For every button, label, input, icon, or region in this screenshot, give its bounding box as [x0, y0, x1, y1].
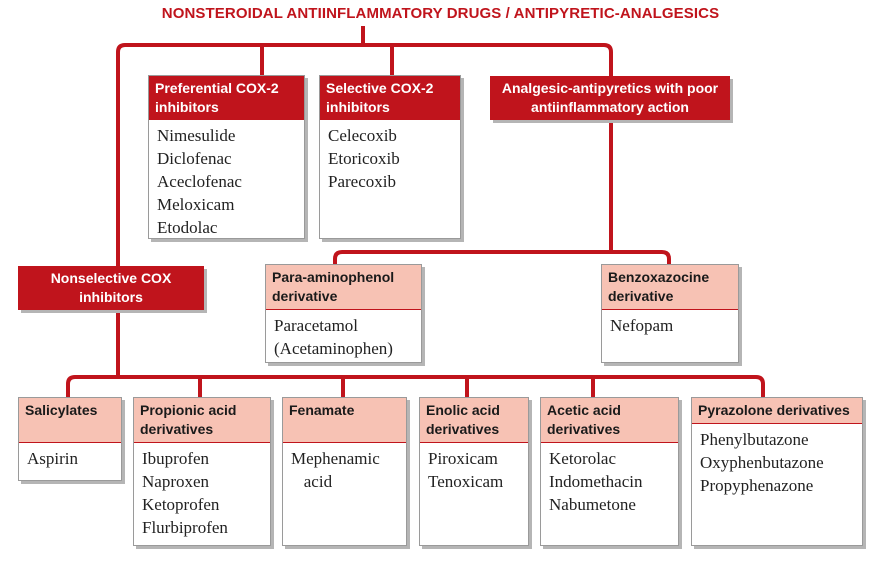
drug-item: Ketoprofen: [142, 495, 220, 514]
propionic-acid-header: Propionic acid derivatives: [134, 398, 270, 443]
drug-item: acid: [291, 472, 333, 491]
para-aminophenol-list: Paracetamol (Acetaminophen): [266, 310, 421, 365]
propionic-acid-list: Ibuprofen Naproxen Ketoprofen Flurbiprof…: [134, 443, 270, 544]
enolic-acid-group: Enolic acid derivatives Piroxicam Tenoxi…: [419, 397, 529, 546]
analgesic-antipyretics-header: Analgesic-antipyretics with poor antiinf…: [490, 76, 730, 120]
drug-item: Mephenamic: [291, 449, 380, 468]
drug-item: Tenoxicam: [428, 472, 504, 491]
pyrazolone-list: Phenylbutazone Oxyphenbutazone Propyphen…: [692, 424, 862, 502]
salicylates-header: Salicylates: [19, 398, 121, 443]
preferential-cox2-group: Preferential COX-2 inhibitors Nimesulide…: [148, 75, 305, 239]
drug-item: Aceclofenac: [157, 172, 242, 191]
diagram-title: NONSTEROIDAL ANTIINFLAMMATORY DRUGS / AN…: [161, 5, 720, 22]
drug-item: Oxyphenbutazone: [700, 453, 824, 472]
para-aminophenol-header: Para-aminophenol derivative: [266, 265, 421, 310]
drug-item: Etodolac: [157, 218, 218, 237]
drug-item: Paracetamol: [274, 316, 359, 335]
salicylates-list: Aspirin: [19, 443, 121, 475]
acetic-acid-group: Acetic acid derivatives Ketorolac Indome…: [540, 397, 679, 546]
selective-cox2-group: Selective COX-2 inhibitors Celecoxib Eto…: [319, 75, 461, 239]
preferential-cox2-header: Preferential COX-2 inhibitors: [149, 76, 304, 120]
drug-item: Nabumetone: [549, 495, 636, 514]
drug-item: Naproxen: [142, 472, 210, 491]
acetic-acid-header: Acetic acid derivatives: [541, 398, 678, 443]
drug-item: Etoricoxib: [328, 149, 400, 168]
drug-item: Diclofenac: [157, 149, 232, 168]
drug-item: Nimesulide: [157, 126, 236, 145]
preferential-cox2-list: Nimesulide Diclofenac Aceclofenac Meloxi…: [149, 120, 304, 244]
benzoxazocine-header: Benzoxazocine derivative: [602, 265, 738, 310]
pyrazolone-group: Pyrazolone derivatives Phenylbutazone Ox…: [691, 397, 863, 546]
drug-item: Meloxicam: [157, 195, 235, 214]
drug-item: Celecoxib: [328, 126, 397, 145]
salicylates-group: Salicylates Aspirin: [18, 397, 122, 481]
fenamate-group: Fenamate Mephenamic acid: [282, 397, 407, 546]
drug-item: Piroxicam: [428, 449, 498, 468]
para-aminophenol-group: Para-aminophenol derivative Paracetamol …: [265, 264, 422, 363]
drug-item: Ibuprofen: [142, 449, 210, 468]
nonselective-cox-header: Nonselective COX inhibitors: [18, 266, 204, 310]
fenamate-header: Fenamate: [283, 398, 406, 443]
drug-item: Propyphenazone: [700, 476, 814, 495]
drug-item: (Acetaminophen): [274, 339, 393, 358]
propionic-acid-group: Propionic acid derivatives Ibuprofen Nap…: [133, 397, 271, 546]
acetic-acid-list: Ketorolac Indomethacin Nabumetone: [541, 443, 678, 521]
benzoxazocine-group: Benzoxazocine derivative Nefopam: [601, 264, 739, 363]
fenamate-list: Mephenamic acid: [283, 443, 406, 498]
selective-cox2-list: Celecoxib Etoricoxib Parecoxib: [320, 120, 460, 198]
drug-item: Flurbiprofen: [142, 518, 228, 537]
drug-item: Parecoxib: [328, 172, 396, 191]
enolic-acid-list: Piroxicam Tenoxicam: [420, 443, 528, 498]
pyrazolone-header: Pyrazolone derivatives: [692, 398, 862, 424]
drug-item: Aspirin: [27, 449, 78, 468]
drug-item: Phenylbutazone: [700, 430, 809, 449]
drug-item: Ketorolac: [549, 449, 617, 468]
enolic-acid-header: Enolic acid derivatives: [420, 398, 528, 443]
selective-cox2-header: Selective COX-2 inhibitors: [320, 76, 460, 120]
benzoxazocine-list: Nefopam: [602, 310, 738, 342]
drug-item: Nefopam: [610, 316, 674, 335]
drug-item: Indomethacin: [549, 472, 643, 491]
